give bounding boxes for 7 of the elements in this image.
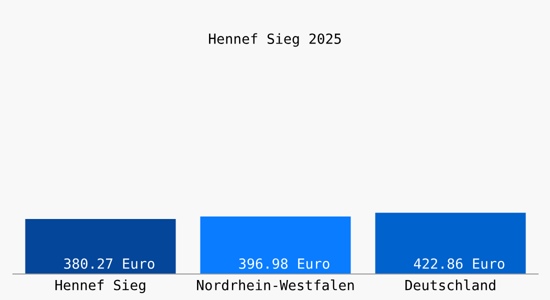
data-label: 380.27 Euro [64,258,154,269]
data-label: 396.98 Euro [239,258,330,269]
chart-title: Hennef Sieg 2025 [209,33,341,47]
data-label: 422.86 Euro [414,258,504,269]
x-tick-label: Nordrhein-Westfalen [197,280,354,290]
x-tick-label: Deutschland [405,280,496,290]
x-tick-label: Hennef Sieg [55,280,146,294]
